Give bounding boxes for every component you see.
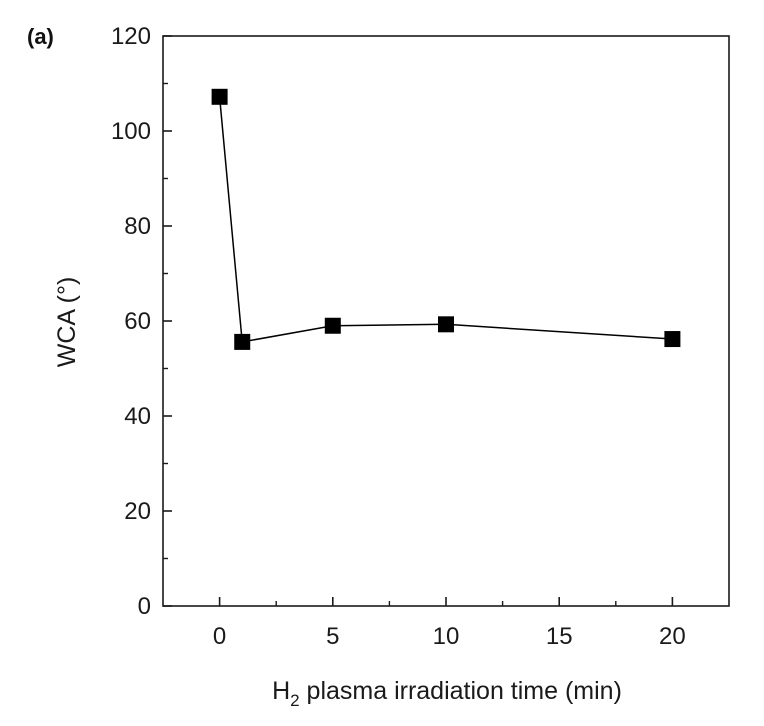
x-axis-label-suffix: plasma irradiation time (min)	[300, 677, 622, 705]
y-tick-label: 0	[138, 593, 151, 620]
x-axis: 0 5 10 15 20	[213, 597, 686, 650]
data-point-square-marker	[664, 331, 681, 348]
y-tick-label: 120	[111, 23, 151, 50]
y-tick-label: 100	[111, 118, 151, 145]
y-tick-label: 60	[124, 308, 151, 335]
x-tick-label: 20	[659, 623, 686, 650]
y-tick-label: 40	[124, 403, 151, 430]
x-tick-label: 0	[213, 623, 226, 650]
y-tick-label: 20	[124, 498, 151, 525]
x-axis-label-prefix: H	[272, 677, 290, 705]
y-axis: 0 20 40 60 80 100 120	[111, 23, 172, 620]
x-axis-label: H2 plasma irradiation time (min)	[272, 677, 622, 710]
x-axis-label-subscript: 2	[290, 691, 299, 710]
panel-label: (a)	[27, 24, 54, 49]
series-line	[218, 96, 673, 343]
x-tick-label: 10	[433, 623, 460, 650]
data-point-square-marker	[211, 88, 228, 105]
data-point-square-marker	[324, 317, 341, 334]
x-tick-label: 5	[326, 623, 339, 650]
data-point-square-marker	[234, 333, 251, 350]
x-tick-label: 15	[546, 623, 573, 650]
data-series	[211, 88, 681, 350]
y-axis-label: WCA (°)	[53, 277, 81, 368]
data-point-square-marker	[438, 316, 454, 333]
y-tick-label: 80	[124, 213, 151, 240]
